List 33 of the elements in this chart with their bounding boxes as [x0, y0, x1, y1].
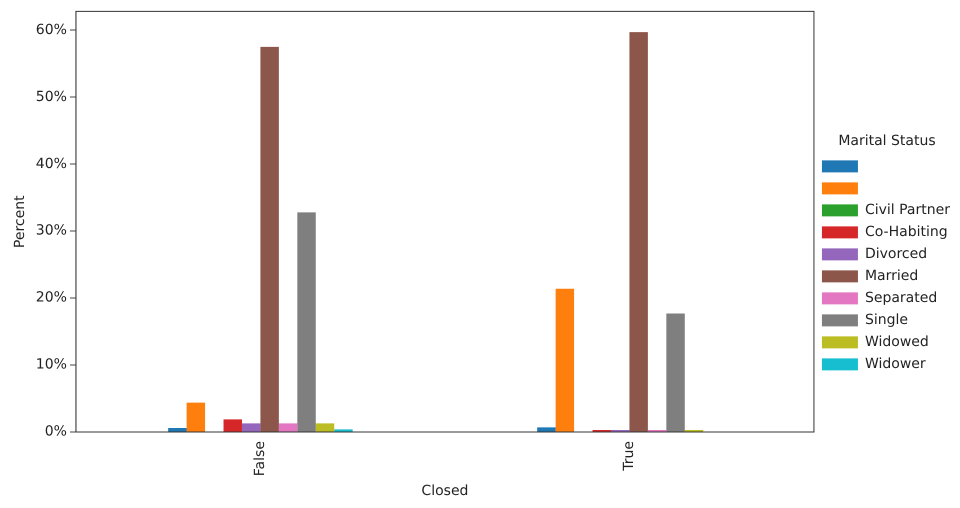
y-tick-label: 20% [36, 290, 67, 306]
legend-label: Civil Partner [864, 202, 950, 218]
bar [168, 428, 187, 432]
bar [629, 32, 648, 432]
y-axis-title: Percent [12, 194, 28, 248]
x-axis-title: Closed [421, 483, 468, 500]
y-tick-label: 0% [44, 424, 67, 440]
bar [186, 402, 206, 432]
x-tick-label: False [252, 441, 268, 476]
bar [556, 288, 574, 432]
legend-label: Divorced [864, 246, 928, 262]
legend-label: Widowed [864, 334, 929, 350]
x-tick-label: True [621, 441, 638, 472]
bar [278, 423, 298, 432]
bar [666, 313, 685, 432]
legend-label: Widower [864, 356, 926, 372]
legend-label: Married [864, 268, 918, 284]
y-tick-label: 40% [36, 156, 67, 172]
bar [224, 419, 242, 432]
y-tick-label: 10% [36, 356, 67, 373]
bar [260, 46, 279, 432]
y-tick-label: 50% [36, 88, 67, 105]
legend-label: Single [864, 312, 908, 328]
bar [242, 423, 260, 432]
bar [334, 429, 353, 432]
legend-label: Co-Habiting [864, 224, 948, 240]
y-tick-label: 60% [36, 22, 67, 38]
bar [297, 212, 316, 432]
bar [316, 423, 334, 432]
legend-title: Marital Status [838, 133, 936, 150]
legend-label: Separated [864, 290, 938, 306]
bar [537, 427, 556, 432]
y-tick-label: 30% [36, 222, 67, 239]
